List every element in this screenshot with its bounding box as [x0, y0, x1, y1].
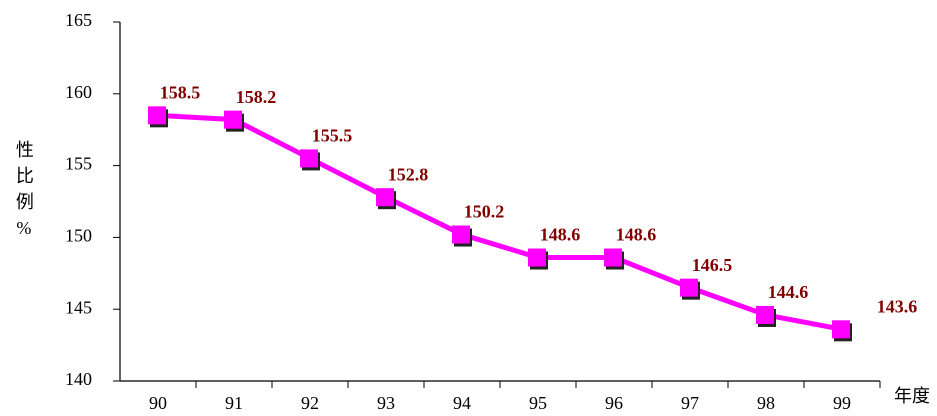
x-axis-label: 年度 [894, 386, 930, 406]
marker [452, 225, 470, 244]
y-tick-label: 165 [65, 10, 92, 30]
y-tick-label: 160 [65, 82, 92, 102]
x-tick-label: 91 [225, 393, 243, 413]
x-tick-label: 95 [529, 393, 547, 413]
marker [604, 248, 622, 267]
marker [224, 110, 242, 129]
data-label: 148.6 [540, 225, 581, 245]
data-label: 152.8 [388, 164, 429, 184]
x-tick-label: 94 [453, 393, 471, 413]
data-label: 143.6 [877, 296, 918, 316]
y-tick-label: 155 [65, 154, 92, 174]
marker [148, 106, 166, 125]
line [157, 112, 843, 332]
x-tick-label: 99 [833, 393, 851, 413]
data-label: 158.2 [236, 87, 277, 107]
marker [680, 278, 698, 297]
y-tick-label: 145 [65, 297, 92, 317]
data-label: 155.5 [312, 126, 353, 146]
data-label: 148.6 [616, 225, 657, 245]
data-label: 150.2 [464, 202, 505, 222]
data-label: 158.5 [160, 82, 201, 102]
y-axis-label: 性比例% [14, 140, 34, 246]
x-tick-label: 92 [301, 393, 319, 413]
x-tick-label: 98 [757, 393, 775, 413]
y-tick-label: 150 [65, 226, 92, 246]
x-tick-label: 96 [605, 393, 623, 413]
marker [756, 305, 774, 324]
marker [528, 248, 546, 267]
x-tick-label: 90 [149, 393, 167, 413]
marker [376, 188, 394, 207]
data-label: 144.6 [768, 282, 809, 302]
data-label: 146.5 [692, 255, 733, 275]
x-tick-label: 93 [377, 393, 395, 413]
x-tick-label: 97 [681, 393, 699, 413]
marker [300, 149, 318, 168]
marker [832, 320, 850, 339]
y-tick-label: 140 [65, 369, 92, 389]
